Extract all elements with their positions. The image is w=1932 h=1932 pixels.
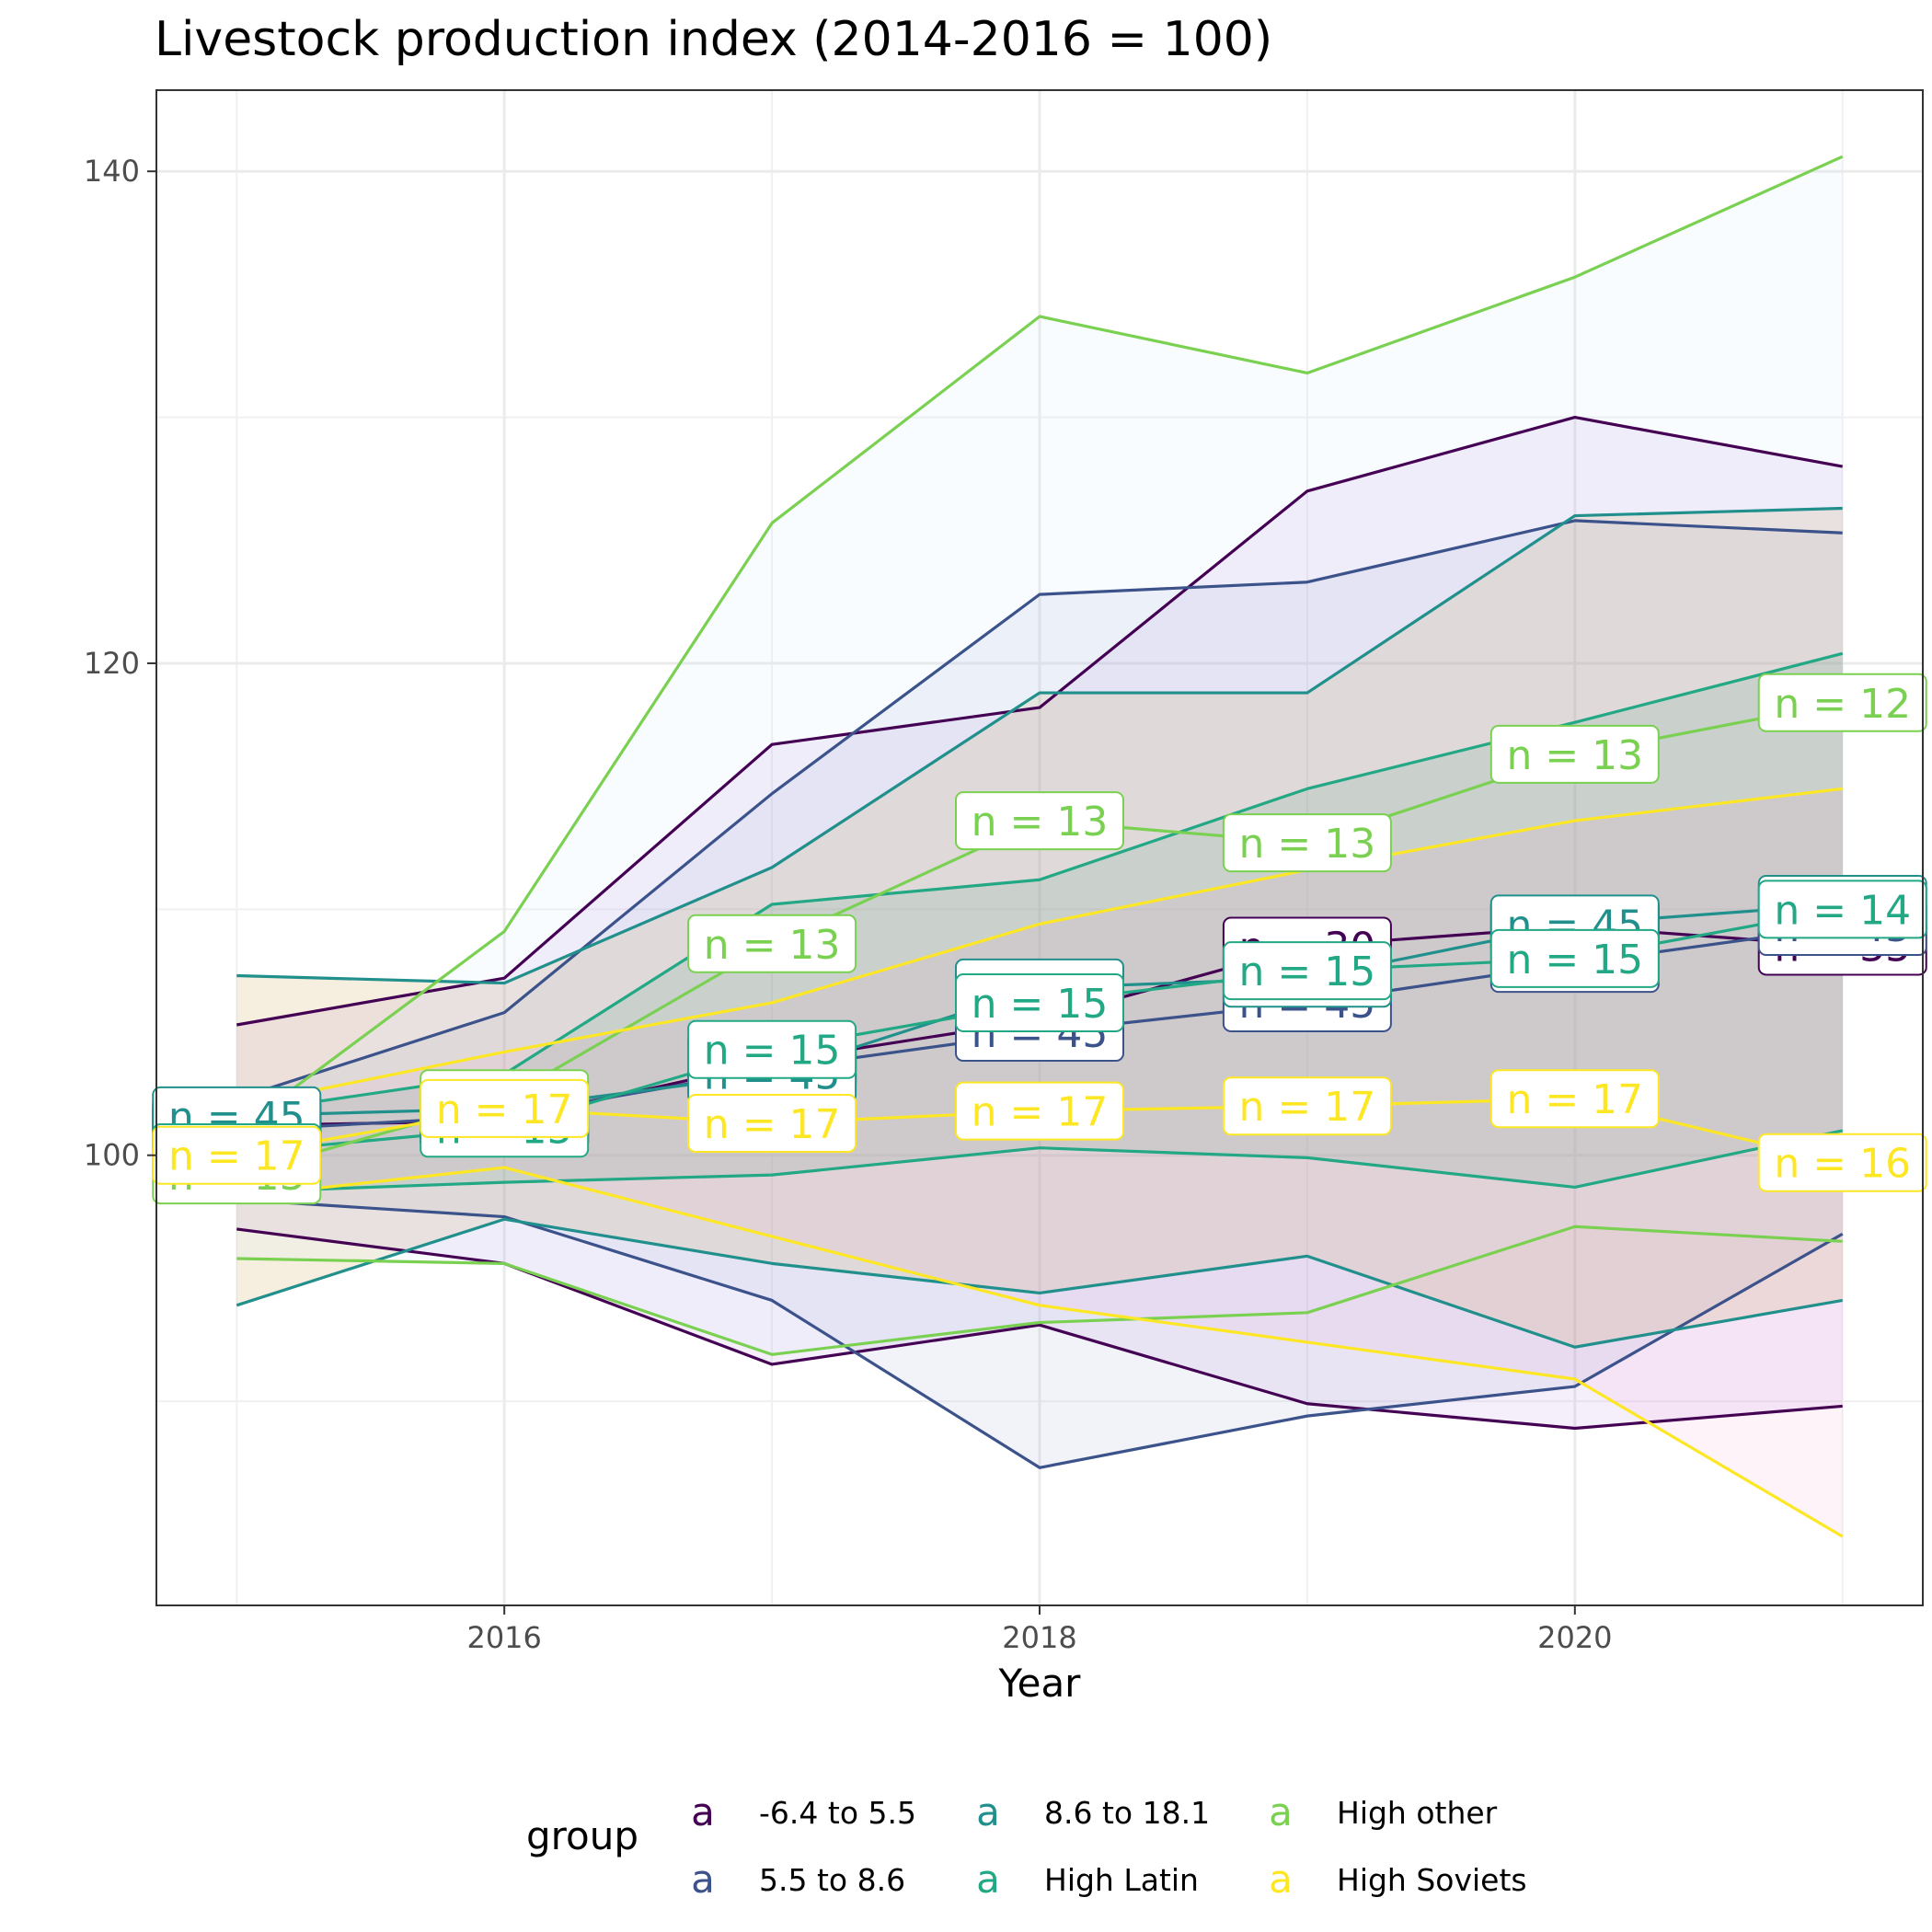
ribbon-band (236, 508, 1843, 1348)
series-line-upper (236, 416, 1844, 1027)
legend-label: High Latin (1044, 1862, 1199, 1898)
n-label-box (1489, 1069, 1660, 1129)
n-label: n = 17 (1222, 1076, 1392, 1136)
n-label: n = 14 (1757, 880, 1927, 939)
series-line-lower (236, 1225, 1843, 1356)
n-label: n = 15 (1222, 941, 1392, 1001)
x-tick-label: 2020 (1537, 1620, 1612, 1655)
n-label-text: n = 17 (972, 1089, 1109, 1136)
series-line-lower (236, 1198, 1844, 1469)
n-label-box (1222, 941, 1392, 1001)
n-label-box (1757, 673, 1927, 732)
x-tick-label: 2016 (466, 1620, 541, 1655)
y-tick-label: 120 (84, 646, 140, 681)
n-label-text: n = 15 (1506, 937, 1643, 983)
n-label-text: n = 14 (1774, 887, 1911, 934)
n-label: n = 13 (955, 791, 1124, 851)
legend-label: 5.5 to 8.6 (759, 1862, 905, 1898)
n-label-text: n = 16 (1774, 1141, 1911, 1188)
n-label-text: n = 17 (704, 1101, 841, 1148)
legend-key: a (976, 1857, 1000, 1902)
y-tick-label: 140 (84, 154, 140, 189)
n-label-box (420, 1078, 590, 1138)
legend-key: a (1269, 1789, 1293, 1834)
n-label: n = 17 (420, 1078, 590, 1138)
series-line-lower (236, 1129, 1844, 1194)
n-label: n = 17 (955, 1081, 1124, 1141)
n-label-box (687, 1019, 857, 1079)
series-line-upper (236, 155, 1844, 1133)
n-label: n = 13 (1222, 813, 1392, 873)
n-label-box (687, 914, 857, 973)
legend-label: 8.6 to 18.1 (1044, 1795, 1210, 1831)
ribbon-band (236, 156, 1843, 1355)
series-line-lower (236, 1217, 1844, 1349)
n-label: n = 17 (1489, 1069, 1660, 1129)
legend-key: a (691, 1789, 715, 1834)
legend-title: group (526, 1813, 638, 1858)
n-label: n = 17 (687, 1093, 857, 1153)
n-label: n = 15 (687, 1019, 857, 1079)
n-label-box (1757, 1133, 1927, 1192)
n-label: n = 16 (1757, 1133, 1927, 1192)
n-label: n = 17 (152, 1125, 322, 1185)
n-label-text: n = 15 (704, 1028, 841, 1075)
n-label-text: n = 13 (972, 799, 1109, 845)
n-labels: n = 30n = 30n = 30n = 30n = 30n = 30n = … (152, 673, 1927, 1205)
n-label-text: n = 17 (168, 1133, 305, 1180)
legend-key: a (1269, 1857, 1293, 1902)
series-line-lower (236, 1166, 1844, 1538)
n-label-box (687, 1093, 857, 1153)
legend-label: High other (1337, 1795, 1498, 1831)
n-label: n = 12 (1757, 673, 1927, 732)
chart-title: Livestock production index (2014-2016 = … (155, 12, 1272, 67)
n-label-text: n = 17 (1506, 1076, 1643, 1123)
n-label-box (955, 791, 1124, 851)
n-label: n = 15 (955, 972, 1124, 1032)
series-line-upper (236, 787, 1843, 1108)
legend-label: High Soviets (1337, 1862, 1527, 1898)
legend-key: a (691, 1857, 715, 1902)
x-tick-label: 2018 (1002, 1620, 1076, 1655)
n-label-box (1489, 928, 1660, 988)
n-label-box (1222, 1076, 1392, 1136)
n-label: n = 13 (1489, 724, 1660, 784)
n-label-text: n = 17 (436, 1087, 573, 1133)
n-label: n = 13 (687, 914, 857, 973)
n-label-box (1222, 813, 1392, 873)
series-line-upper (236, 506, 1843, 985)
legend-label: -6.4 to 5.5 (759, 1795, 916, 1831)
n-label-text: n = 13 (1506, 732, 1643, 779)
axes: 100 120 140 2016 2018 2020 (84, 154, 1613, 1655)
n-label: n = 15 (1489, 928, 1660, 988)
y-tick-label: 100 (84, 1138, 140, 1173)
series-line-upper (236, 519, 1843, 1100)
n-label-text: n = 12 (1774, 681, 1911, 728)
n-label-text: n = 13 (1239, 821, 1376, 868)
n-label-box (955, 1081, 1124, 1141)
n-label-text: n = 15 (972, 981, 1109, 1028)
x-axis-title: Year (998, 1661, 1082, 1706)
n-label-box (1489, 724, 1660, 784)
legend: group a -6.4 to 5.5 a 5.5 to 8.6 a 8.6 to 18.… (526, 1789, 1527, 1902)
legend-key: a (976, 1789, 1000, 1834)
n-label-text: n = 15 (1239, 949, 1376, 995)
ribbon-band (236, 788, 1843, 1537)
n-label-text: n = 17 (1239, 1084, 1376, 1131)
n-label-box (1757, 880, 1927, 939)
n-label-box (955, 972, 1124, 1032)
n-label-text: n = 13 (704, 922, 841, 969)
